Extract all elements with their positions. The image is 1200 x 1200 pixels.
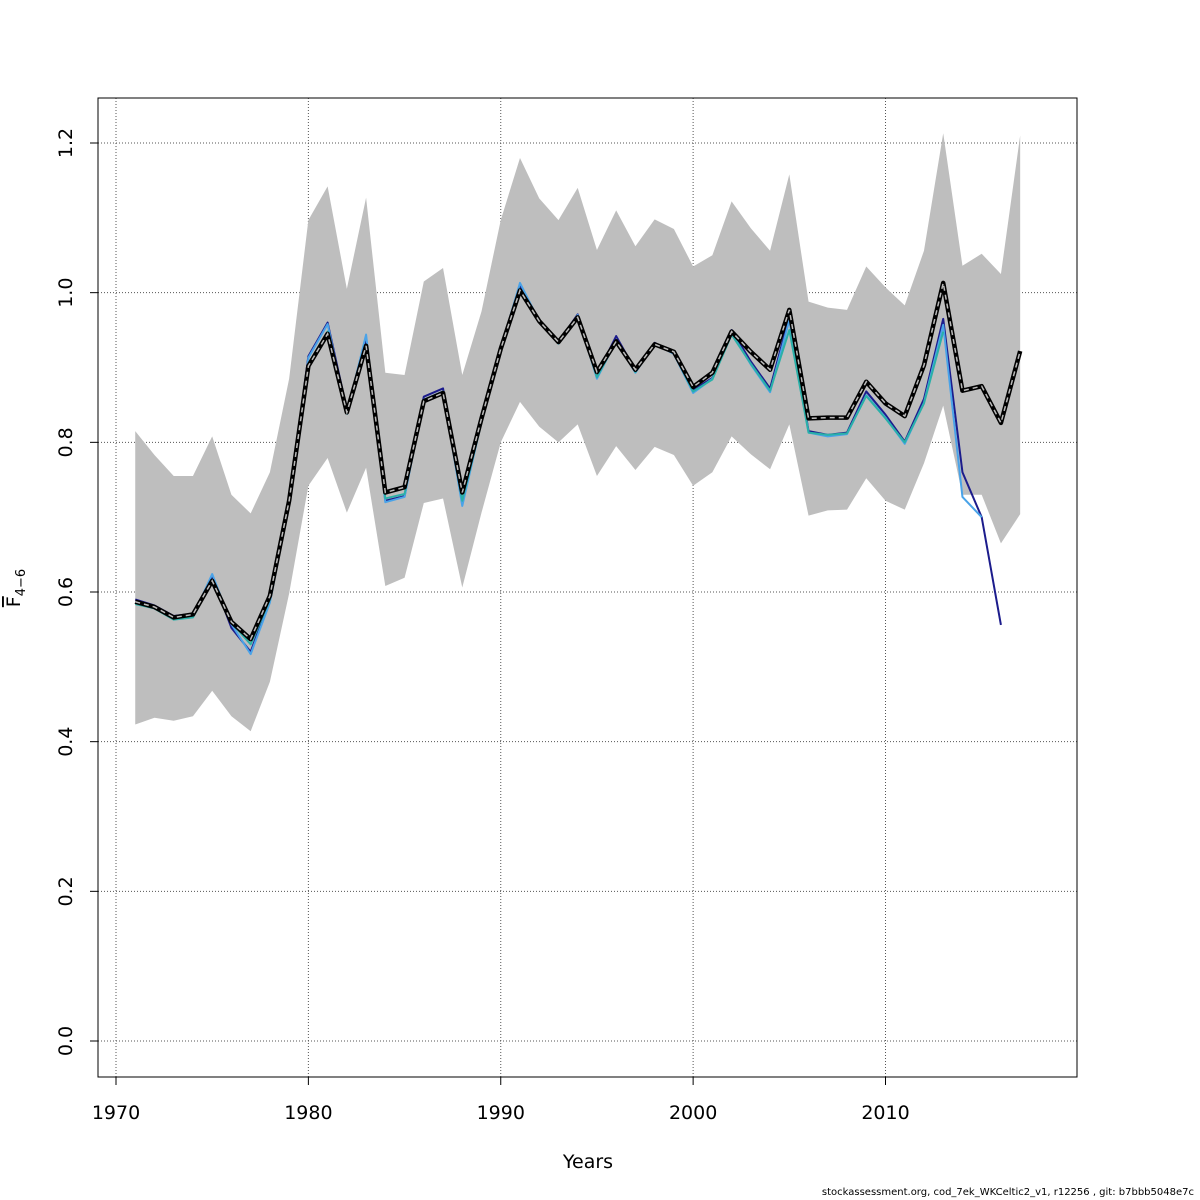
y-tick-label: 0.8 [55, 427, 77, 457]
y-axis-title: F4−6 [3, 569, 29, 607]
confidence-band [135, 133, 1021, 732]
y-axis-title-base: F [3, 596, 25, 607]
svg-text:F4−6: F4−6 [3, 569, 29, 607]
y-tick-label: 1.0 [55, 278, 77, 308]
x-tick-label: 2010 [861, 1102, 909, 1124]
series-line-black-dash [135, 282, 1021, 641]
x-axis-title: Years [562, 1151, 613, 1173]
footer-note: stockassessment.org, cod_7ek_WKCeltic2_v… [821, 1187, 1194, 1198]
axes: 1970 1980 1990 2000 2010 0.0 0.2 0.4 0.6 0.8 1.0 1.… [55, 128, 910, 1124]
y-tick-label: 0.6 [55, 577, 77, 607]
plot-frame [97, 97, 1078, 1078]
x-tick-label: 1970 [92, 1102, 140, 1124]
y-tick-label: 0.2 [55, 876, 77, 906]
x-tick-label: 1990 [477, 1102, 525, 1124]
y-tick-label: 0.4 [55, 727, 77, 757]
y-tick-label: 1.2 [55, 128, 77, 158]
y-axis-title-sub: 4−6 [14, 569, 29, 596]
x-tick-label: 1980 [284, 1102, 332, 1124]
confidence-band-area [135, 133, 1021, 732]
y-tick-label: 0.0 [55, 1026, 77, 1056]
x-tick-label: 2000 [669, 1102, 717, 1124]
series-lines [134, 280, 1023, 656]
